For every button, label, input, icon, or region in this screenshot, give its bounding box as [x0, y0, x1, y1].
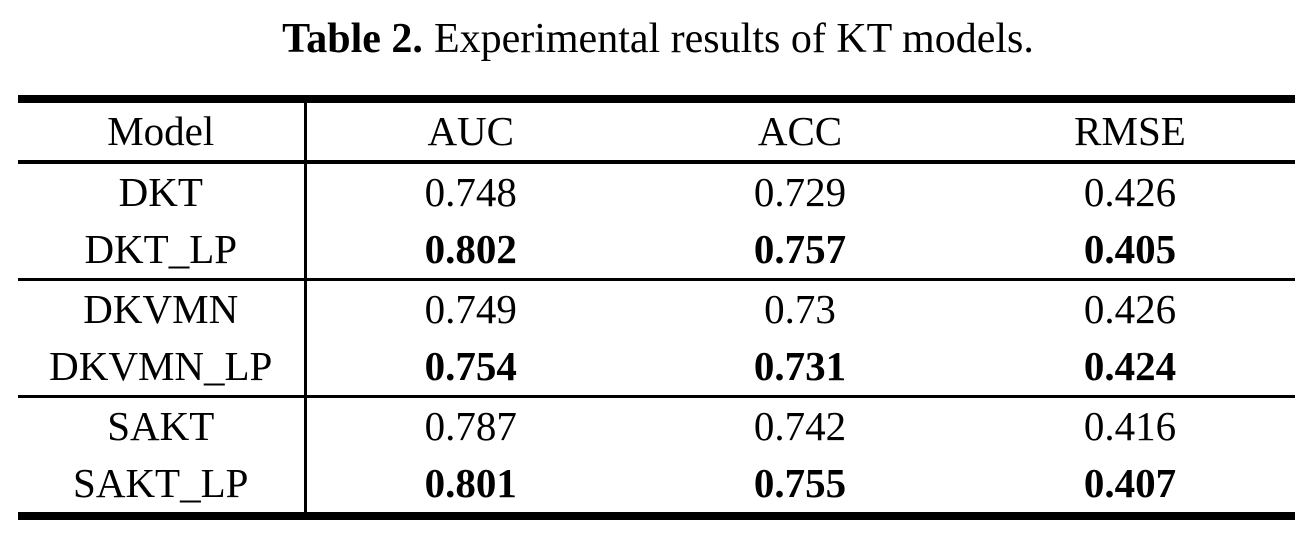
- table-caption: Table 2. Experimental results of KT model…: [0, 12, 1316, 66]
- acc-value: 0.73: [635, 278, 965, 338]
- acc-value: 0.742: [635, 395, 965, 455]
- rmse-value: 0.405: [1083, 226, 1177, 272]
- acc-value: 0.757: [753, 226, 847, 272]
- rmse-value: 0.426: [965, 278, 1295, 338]
- auc-value: 0.787: [305, 395, 635, 455]
- column-header-rmse: RMSE: [965, 99, 1295, 164]
- header-row: Model AUC ACC RMSE: [18, 99, 1295, 164]
- auc-value: 0.802: [424, 226, 517, 272]
- acc-value: 0.729: [753, 169, 847, 215]
- model-cell: DKT_LP: [18, 221, 307, 280]
- rmse-value: 0.416: [965, 395, 1295, 455]
- auc-value: 0.748: [424, 169, 517, 215]
- auc-value: 0.754: [424, 343, 517, 389]
- caption-text: Experimental results of KT models.: [433, 16, 1034, 62]
- table-row-dkvmn: DKVMN 0.749 0.73 0.426: [18, 278, 1295, 338]
- table-row-dkt: DKT 0.748 0.729 0.426: [18, 162, 1295, 221]
- rmse-value: 0.407: [1083, 460, 1177, 506]
- caption-label: Table 2.: [282, 16, 423, 62]
- column-header-model: Model: [18, 99, 307, 164]
- table-row-sakt: SAKT 0.787 0.742 0.416: [18, 395, 1295, 455]
- model-cell: SAKT_LP: [18, 455, 307, 516]
- table-row-dkt-lp: DKT_LP 0.802 0.757 0.405: [18, 221, 1295, 280]
- table-row-sakt-lp: SAKT_LP 0.801 0.755 0.407: [18, 455, 1295, 516]
- rmse-value: 0.424: [1083, 343, 1177, 389]
- acc-value: 0.731: [753, 343, 847, 389]
- auc-value: 0.801: [424, 460, 517, 506]
- model-cell: DKT: [18, 162, 307, 221]
- column-header-acc: ACC: [635, 99, 965, 164]
- rmse-value: 0.426: [1083, 169, 1177, 215]
- acc-value: 0.755: [753, 460, 847, 506]
- table-row-dkvmn-lp: DKVMN_LP 0.754 0.731 0.424: [18, 338, 1295, 397]
- model-cell: SAKT: [18, 395, 307, 455]
- model-cell: DKVMN: [18, 278, 307, 338]
- auc-value: 0.749: [305, 278, 635, 338]
- model-cell: DKVMN_LP: [18, 338, 307, 397]
- results-table: Model AUC ACC RMSE DKT 0.748 0.729 0.426…: [18, 95, 1295, 520]
- column-header-auc: AUC: [305, 99, 635, 164]
